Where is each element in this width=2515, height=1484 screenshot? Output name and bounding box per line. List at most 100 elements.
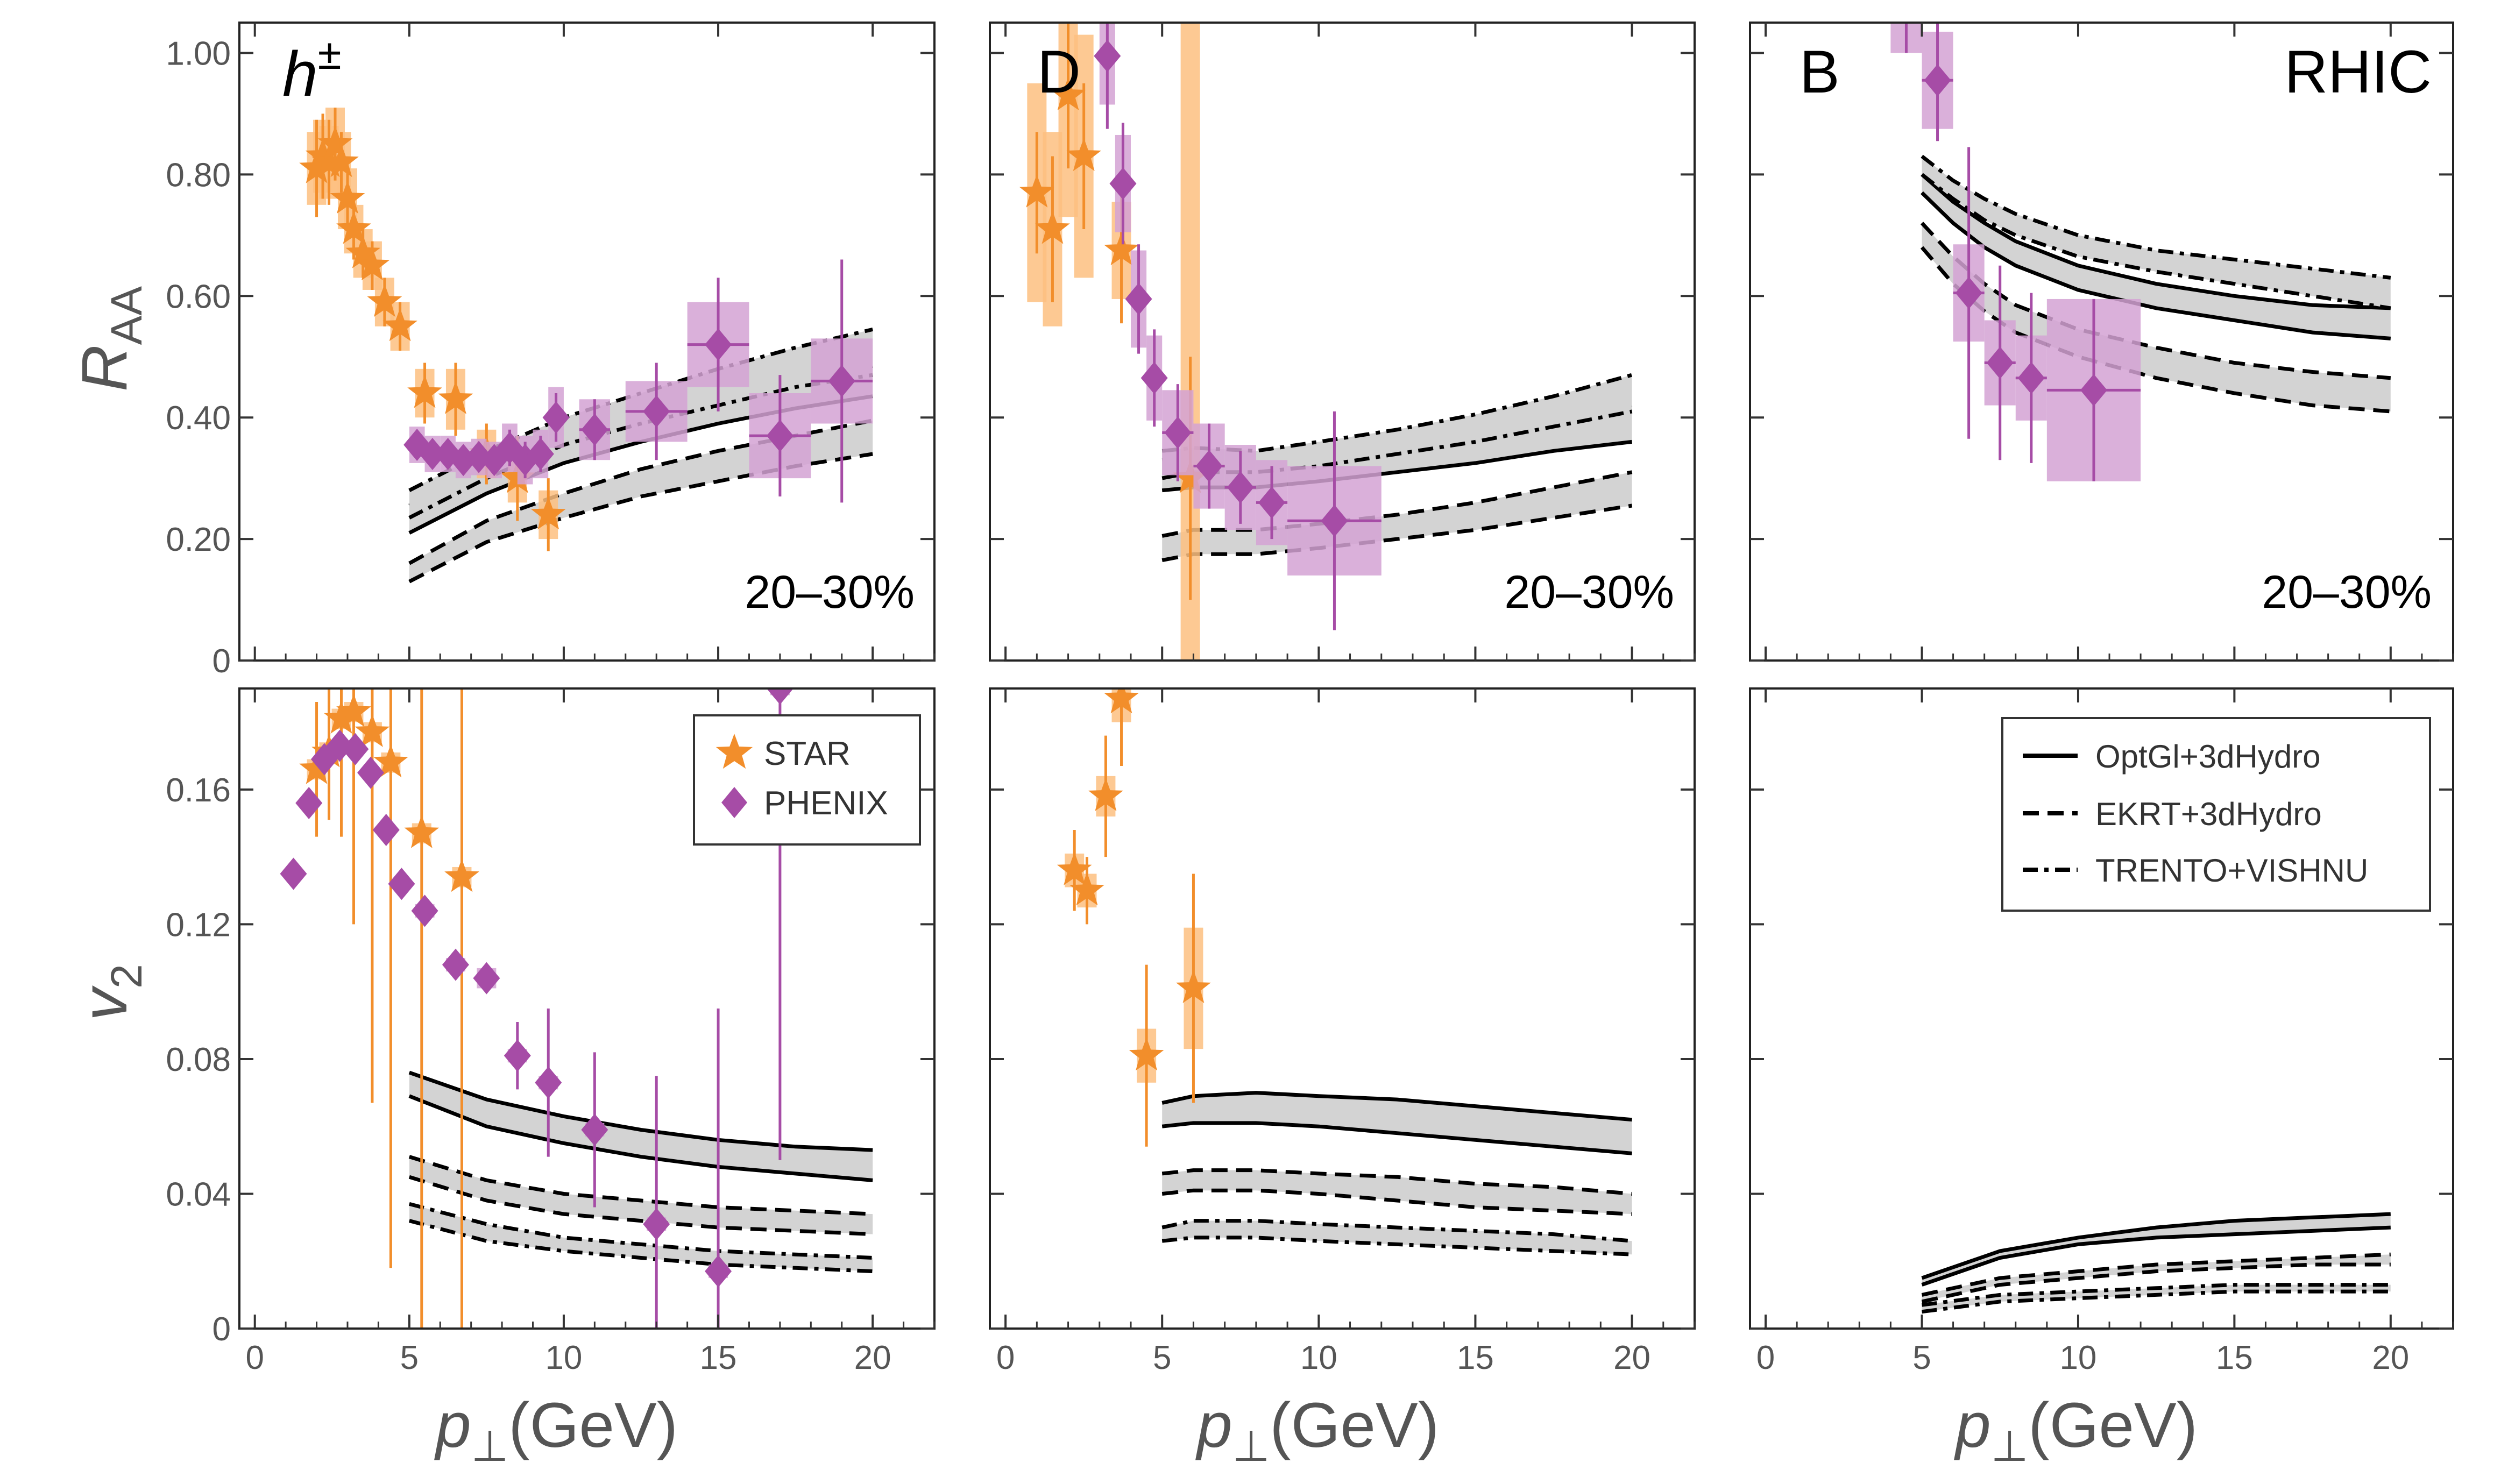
diamond-marker <box>357 756 385 789</box>
star-marker <box>305 138 341 171</box>
y-tick-label: 0.20 <box>166 521 231 558</box>
model-line-dashdot-lower <box>1922 1289 2391 1314</box>
model-band-dashdot <box>1922 1284 2391 1312</box>
star-marker <box>382 308 417 342</box>
star-marker <box>355 714 390 747</box>
x-tick-label: 5 <box>1912 1339 1931 1376</box>
star-marker <box>317 125 353 159</box>
model-band-solid <box>409 1073 873 1181</box>
star-marker <box>530 496 566 530</box>
model-line-dashed-lower <box>1161 503 1633 563</box>
diamond-marker <box>643 395 670 428</box>
star-marker <box>355 247 390 281</box>
diamond-marker <box>2080 374 2107 407</box>
y-axis-label-v2-sub: 2 <box>102 964 151 989</box>
model-band-dashdot <box>1162 1220 1632 1255</box>
diamond-marker <box>411 894 438 927</box>
legend-data-frame <box>693 714 921 846</box>
y-tick-label: 0.12 <box>166 906 231 943</box>
plot-area <box>1890 23 2391 481</box>
diamond-marker <box>1125 282 1152 315</box>
model-line-solid-lower <box>1161 1121 1632 1155</box>
y-axis-label-raa-base: R <box>68 345 140 392</box>
y-tick-label: 0.08 <box>166 1041 231 1078</box>
y-tick-label: 0.40 <box>166 400 231 437</box>
star-marker <box>299 751 334 784</box>
centrality-annotation-b: 20–30% <box>2262 566 2432 618</box>
panel-label-h-sup: ± <box>318 30 342 78</box>
star-marker <box>345 235 380 268</box>
legend-data: STAR PHENIX <box>693 714 921 846</box>
diamond-marker <box>2017 361 2045 394</box>
x-axis-label-d: p⊥(GeV) <box>1195 1390 1439 1470</box>
x-axis-label-b-sub: ⊥ <box>1991 1422 2029 1470</box>
plot-area <box>1057 688 1632 1256</box>
panel-label-h: h± <box>282 30 342 110</box>
model-line-dashed-upper <box>1921 1252 2391 1297</box>
star-marker <box>324 700 359 734</box>
panel-raa-h: 0 0.20 0.40 0.60 0.80 1.00 <box>166 22 936 680</box>
model-line-dashdot-lower <box>1921 173 2391 310</box>
star-marker <box>1173 460 1208 493</box>
diamond-marker <box>1986 346 2014 379</box>
model-line-solid-lower <box>1921 1225 2391 1287</box>
star-marker <box>1104 688 1139 714</box>
plot-frame <box>989 22 1696 662</box>
diamond-marker <box>1258 486 1285 519</box>
star-marker <box>1051 77 1086 110</box>
y-tick-label: 0 <box>212 643 231 680</box>
model-line-dashed-upper <box>408 1155 873 1216</box>
diamond-marker <box>1094 40 1121 73</box>
diamond-marker <box>295 786 323 819</box>
star-marker <box>404 815 440 848</box>
star-marker <box>1069 872 1104 906</box>
plot-frame <box>1749 687 2454 1330</box>
model-line-dashed-upper <box>1161 1168 1632 1196</box>
x-tick-label: 5 <box>1153 1339 1171 1376</box>
model-line-solid-lower <box>408 1094 873 1182</box>
x-axis-label-b: p⊥(GeV) <box>1954 1390 2198 1470</box>
star-marker <box>373 744 408 778</box>
star-marker <box>336 211 371 244</box>
y-axis-label-raa: RAA <box>68 286 151 392</box>
panel-label-b: B <box>1800 38 1840 105</box>
diamond-marker <box>766 688 794 705</box>
model-band-dashed <box>409 1156 873 1234</box>
plot-frame <box>238 687 936 1330</box>
panel-label-rhic: RHIC <box>2284 38 2432 105</box>
y-tick-label: 1.00 <box>166 35 231 72</box>
x-axis-label-h-unit: (GeV) <box>508 1390 678 1461</box>
model-line-dashed-lower <box>1161 1188 1632 1216</box>
star-marker <box>444 858 479 892</box>
model-band-dashed <box>1922 223 2391 411</box>
x-tick-label: 15 <box>1457 1339 1494 1376</box>
x-axis-label-b-unit: (GeV) <box>2028 1390 2198 1461</box>
model-line-solid-upper <box>1921 173 2391 310</box>
diamond-icon <box>721 787 747 818</box>
x-tick-label: 20 <box>1613 1339 1650 1376</box>
x-axis-label-d-unit: (GeV) <box>1270 1390 1439 1461</box>
diamond-marker <box>504 1039 531 1072</box>
y-tick-label: 0 <box>212 1311 231 1348</box>
plot-frame <box>238 22 936 662</box>
x-axis-label-h: p⊥(GeV) <box>434 1390 678 1470</box>
diamond-marker <box>1109 167 1137 200</box>
plot-frame <box>1749 22 2454 662</box>
star-marker <box>1104 232 1139 266</box>
diamond-marker <box>705 328 732 361</box>
y-tick-label: 0.16 <box>166 772 231 809</box>
legend-model-label-2: TRENTO+VISHNU <box>2095 853 2368 889</box>
star-marker <box>324 144 359 177</box>
y-axis-label-v2: v2 <box>68 964 151 1021</box>
centrality-annotation-d: 20–30% <box>1504 566 1674 618</box>
diamond-marker <box>1321 505 1348 537</box>
x-tick-label: 0 <box>245 1339 264 1376</box>
x-tick-label: 15 <box>2216 1339 2253 1376</box>
panel-v2-h: 0 5 10 15 20 0 0.04 0.08 0.12 0.16 <box>166 687 936 1376</box>
diamond-marker <box>1227 471 1254 504</box>
diamond-marker <box>581 1113 608 1146</box>
panel-label-d: D <box>1037 38 1081 105</box>
diamond-marker <box>1924 64 1951 97</box>
x-tick-label: 20 <box>2372 1339 2409 1376</box>
